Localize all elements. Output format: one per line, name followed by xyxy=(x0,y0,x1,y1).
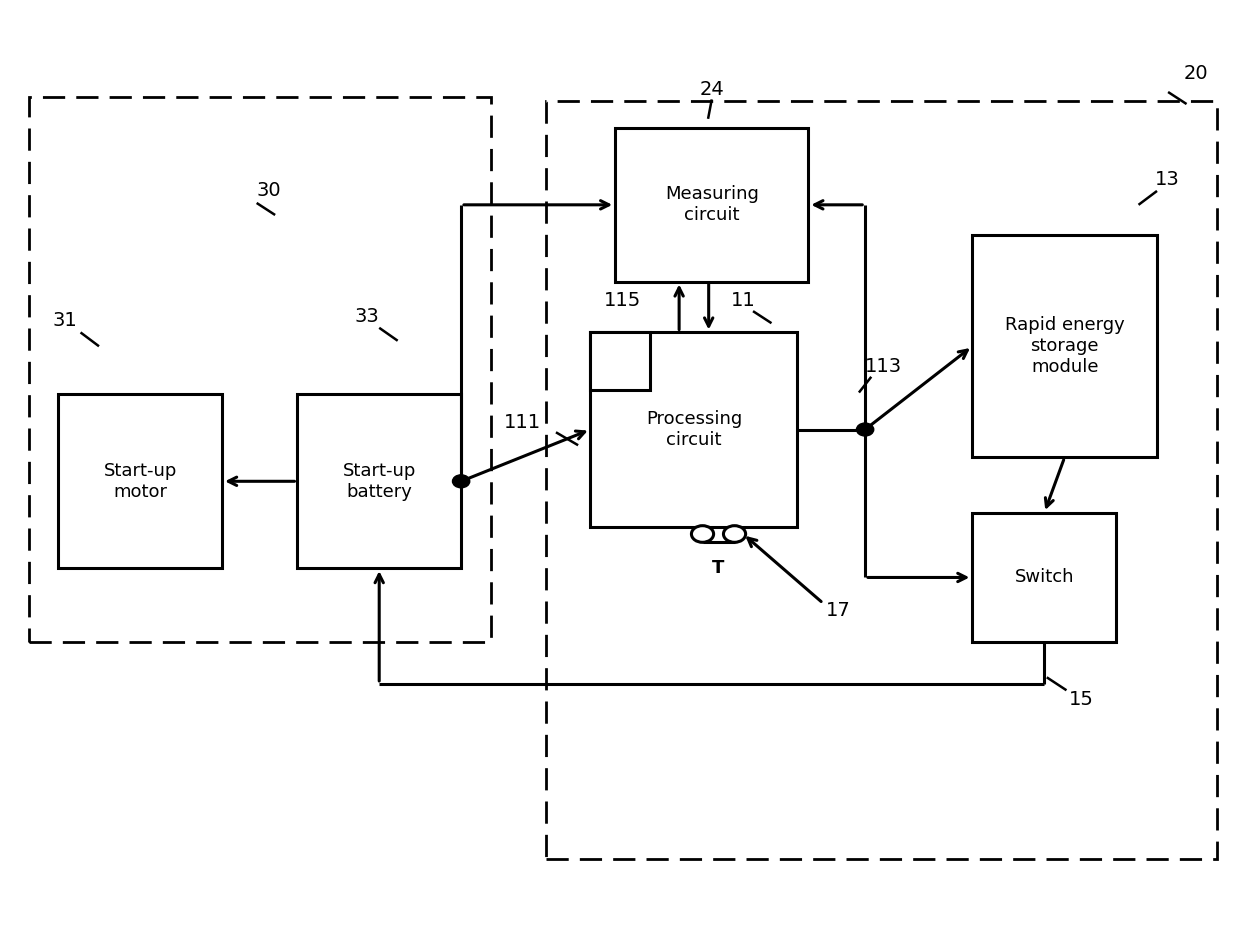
Bar xyxy=(972,235,1157,457)
Bar xyxy=(972,513,1116,642)
Text: 17: 17 xyxy=(826,601,851,620)
Circle shape xyxy=(453,475,470,488)
Circle shape xyxy=(692,525,713,542)
Text: 11: 11 xyxy=(730,290,755,310)
Bar xyxy=(615,128,808,282)
Text: Start-up
motor: Start-up motor xyxy=(104,462,177,501)
Text: Switch: Switch xyxy=(1014,568,1074,587)
Text: Rapid energy
storage
module: Rapid energy storage module xyxy=(1004,316,1125,376)
Text: Processing
circuit: Processing circuit xyxy=(646,411,742,449)
Bar xyxy=(546,102,1218,859)
Text: 20: 20 xyxy=(1184,64,1209,83)
Circle shape xyxy=(723,525,745,542)
Text: 115: 115 xyxy=(604,290,641,310)
Bar xyxy=(29,97,491,642)
Text: 113: 113 xyxy=(866,357,903,376)
Circle shape xyxy=(857,423,874,436)
Text: 30: 30 xyxy=(257,181,281,201)
Text: 33: 33 xyxy=(355,307,379,327)
Bar xyxy=(590,332,650,390)
Text: 24: 24 xyxy=(699,79,724,99)
Text: Start-up
battery: Start-up battery xyxy=(342,462,415,501)
Text: Measuring
circuit: Measuring circuit xyxy=(665,186,759,224)
Text: T: T xyxy=(712,559,724,577)
Bar xyxy=(590,332,797,526)
Bar xyxy=(58,395,222,568)
Text: 111: 111 xyxy=(505,412,542,432)
Bar xyxy=(298,395,461,568)
Text: 31: 31 xyxy=(52,311,77,330)
Text: 15: 15 xyxy=(1069,690,1094,709)
Text: 13: 13 xyxy=(1154,171,1179,189)
